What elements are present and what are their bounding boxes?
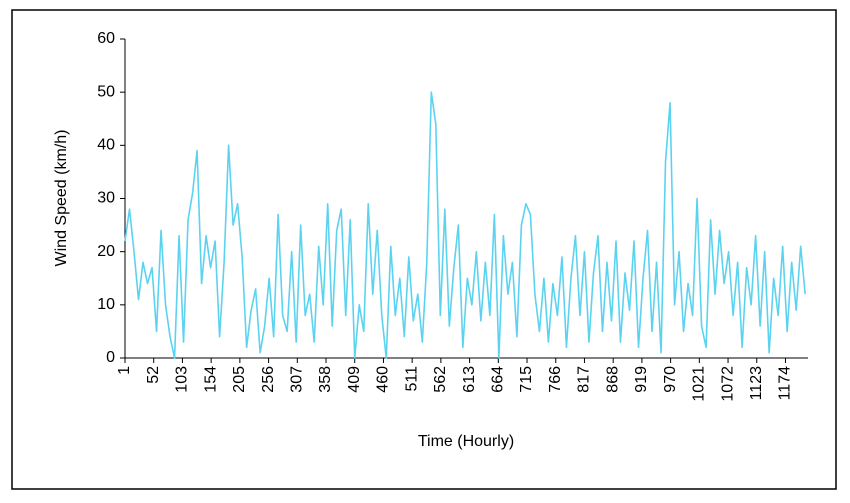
x-tick-label: 817 bbox=[576, 366, 593, 393]
x-tick-label: 766 bbox=[547, 366, 564, 393]
y-tick-label: 60 bbox=[97, 30, 115, 47]
x-tick-label: 409 bbox=[346, 366, 363, 393]
x-tick-label: 358 bbox=[317, 366, 334, 393]
frame bbox=[11, 9, 837, 490]
y-tick-label: 50 bbox=[97, 83, 115, 100]
x-tick-label: 715 bbox=[518, 366, 535, 393]
x-tick-label: 562 bbox=[432, 366, 449, 393]
y-axis-title: Wind Speed (km/h) bbox=[53, 130, 70, 267]
x-tick-label: 1021 bbox=[691, 366, 708, 402]
x-tick-label: 1174 bbox=[777, 366, 794, 401]
x-axis-title: Time (Hourly) bbox=[418, 433, 514, 450]
x-tick-label: 511 bbox=[403, 366, 420, 392]
y-tick-label: 40 bbox=[97, 137, 115, 154]
y-tick-label: 0 bbox=[106, 349, 115, 366]
x-tick-label: 1 bbox=[116, 366, 133, 375]
x-tick-label: 970 bbox=[662, 366, 679, 393]
y-tick-label: 20 bbox=[97, 243, 115, 260]
x-tick-label: 460 bbox=[375, 366, 392, 393]
x-tick-label: 154 bbox=[202, 366, 219, 393]
x-tick-label: 256 bbox=[260, 366, 277, 393]
y-tick-label: 10 bbox=[97, 296, 115, 313]
x-tick-label: 919 bbox=[633, 366, 650, 393]
x-tick-label: 307 bbox=[289, 366, 306, 393]
x-tick-label: 613 bbox=[461, 366, 478, 393]
x-tick-label: 868 bbox=[604, 366, 621, 393]
x-tick-label: 664 bbox=[490, 366, 507, 393]
x-tick-label: 52 bbox=[145, 366, 162, 384]
x-tick-label: 205 bbox=[231, 366, 248, 393]
y-tick-label: 30 bbox=[97, 190, 115, 207]
x-tick-label: 1072 bbox=[719, 366, 736, 402]
x-tick-label: 103 bbox=[174, 366, 191, 393]
x-tick-label: 1123 bbox=[748, 366, 765, 401]
data-line bbox=[124, 91, 806, 359]
